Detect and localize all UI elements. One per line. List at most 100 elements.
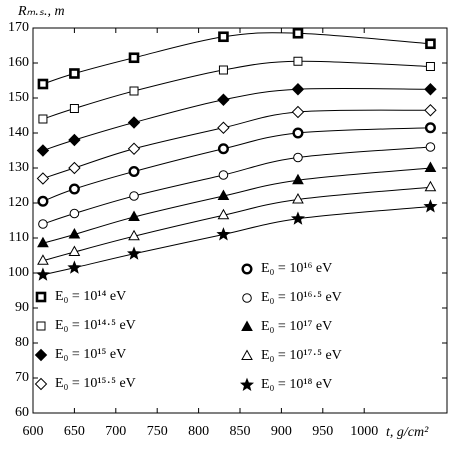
x-tick-label: 900 (271, 424, 292, 439)
x-tick-label: 700 (105, 424, 126, 439)
marker (128, 52, 140, 64)
marker (37, 195, 49, 207)
marker (217, 189, 230, 200)
x-axis-label: t, g/cm² (386, 425, 429, 440)
x-tick-label: 750 (147, 424, 168, 439)
marker (128, 229, 140, 241)
marker (128, 165, 140, 177)
y-tick-label: 100 (8, 265, 29, 280)
y-tick-label: 70 (15, 370, 29, 385)
y-tick-label: 60 (15, 405, 29, 420)
y-tick-label: 130 (8, 160, 29, 175)
x-tick-label: 650 (64, 424, 85, 439)
y-axis-label: Rₘ.ₛ., m (17, 4, 65, 19)
marker (38, 219, 48, 229)
legend-label: E₀ = 10¹⁴·⁵ eV (55, 318, 136, 333)
marker (425, 62, 435, 71)
legend-marker (241, 349, 253, 360)
marker (218, 65, 228, 75)
marker (216, 227, 231, 241)
marker (424, 180, 437, 192)
legend-marker (34, 348, 48, 362)
marker (292, 27, 304, 39)
legend-label: E₀ = 10¹⁶ eV (261, 261, 332, 276)
marker (37, 78, 49, 90)
legend-label: E₀ = 10¹⁷·⁵ eV (261, 348, 342, 363)
legend-marker (241, 263, 253, 275)
marker (424, 122, 436, 134)
marker (127, 142, 141, 155)
y-tick-label: 80 (15, 335, 29, 350)
marker (69, 208, 80, 219)
x-tick-label: 600 (23, 424, 44, 439)
marker (292, 127, 304, 139)
y-tick-label: 150 (8, 90, 29, 105)
marker (217, 143, 229, 155)
marker (425, 142, 436, 152)
series-line (42, 109, 431, 179)
marker (67, 260, 82, 274)
legend-label: E₀ = 10¹⁷ eV (261, 319, 332, 334)
x-tick-label: 800 (188, 424, 209, 439)
marker (68, 133, 81, 147)
marker (291, 83, 305, 96)
marker (127, 116, 141, 129)
series-line (42, 206, 431, 276)
series-line (42, 186, 431, 262)
series-line (42, 87, 431, 151)
legend-label: E₀ = 10¹⁵·⁵ eV (55, 376, 136, 391)
marker (37, 236, 49, 248)
y-tick-label: 160 (8, 55, 29, 70)
marker (217, 121, 230, 134)
marker (293, 152, 303, 163)
x-tick-label: 950 (312, 424, 333, 439)
legend-marker (242, 293, 252, 303)
legend-marker (241, 320, 253, 331)
legend-marker (34, 377, 48, 391)
marker (69, 104, 79, 113)
legend-marker (36, 321, 46, 331)
marker (68, 245, 81, 256)
marker (424, 161, 437, 172)
marker (218, 31, 229, 43)
marker (37, 254, 49, 265)
marker (129, 191, 139, 201)
marker (292, 192, 304, 204)
marker (36, 172, 50, 185)
marker (68, 161, 81, 175)
marker (217, 93, 230, 106)
marker (129, 86, 139, 96)
marker (290, 211, 305, 225)
y-tick-label: 140 (8, 125, 29, 140)
marker (293, 56, 303, 66)
marker (425, 38, 436, 50)
marker (69, 68, 80, 79)
legend-label: E₀ = 10¹⁵ eV (55, 347, 126, 362)
marker (68, 183, 80, 195)
marker (38, 114, 48, 124)
y-tick-label: 110 (9, 230, 29, 245)
marker (292, 173, 304, 185)
y-tick-label: 120 (8, 195, 29, 210)
legend-marker (35, 291, 47, 303)
y-tick-label: 170 (8, 20, 29, 35)
legend-label: E₀ = 10¹⁴ eV (55, 289, 126, 304)
x-tick-label: 1000 (350, 424, 378, 439)
marker (35, 267, 50, 281)
y-tick-label: 90 (15, 300, 29, 315)
marker (218, 170, 229, 180)
legend-label: E₀ = 10¹⁸ eV (261, 377, 332, 392)
marker (36, 144, 50, 157)
marker (424, 83, 437, 96)
marker (291, 105, 305, 119)
x-tick-label: 850 (230, 424, 251, 439)
marker (217, 208, 230, 220)
legend-marker (239, 377, 255, 391)
series-line (42, 127, 431, 202)
marker (424, 104, 437, 117)
legend-label: E₀ = 10¹⁶·⁵ eV (261, 290, 342, 305)
marker (423, 199, 438, 213)
marker (127, 246, 142, 260)
marker (68, 227, 81, 239)
